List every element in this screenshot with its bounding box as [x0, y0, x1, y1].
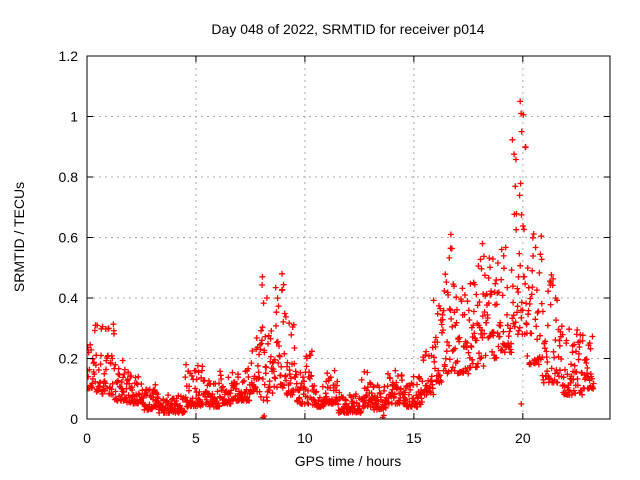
y-axis-label: SRMTID / TECUs — [11, 182, 27, 292]
y-tick-label: 0.4 — [59, 290, 79, 306]
y-tick-label: 1.2 — [59, 48, 79, 64]
y-axis-tick-labels: 0 0.2 0.4 0.6 0.8 1 1.2 — [59, 48, 79, 427]
x-tick-label: 0 — [83, 430, 91, 446]
axis-ticks — [86, 55, 610, 420]
y-tick-label: 0.2 — [59, 351, 79, 367]
chart-title: Day 048 of 2022, SRMTID for receiver p01… — [211, 21, 484, 37]
y-tick-label: 0.8 — [59, 169, 79, 185]
x-tick-label: 20 — [515, 430, 531, 446]
y-tick-label: 1 — [70, 109, 78, 125]
x-tick-label: 5 — [192, 430, 200, 446]
y-tick-label: 0 — [70, 411, 78, 427]
x-tick-label: 15 — [406, 430, 422, 446]
y-tick-label: 0.6 — [59, 230, 79, 246]
x-axis-tick-labels: 0 5 10 15 20 — [83, 430, 531, 446]
x-tick-label: 10 — [297, 430, 313, 446]
x-axis-label: GPS time / hours — [295, 453, 402, 469]
